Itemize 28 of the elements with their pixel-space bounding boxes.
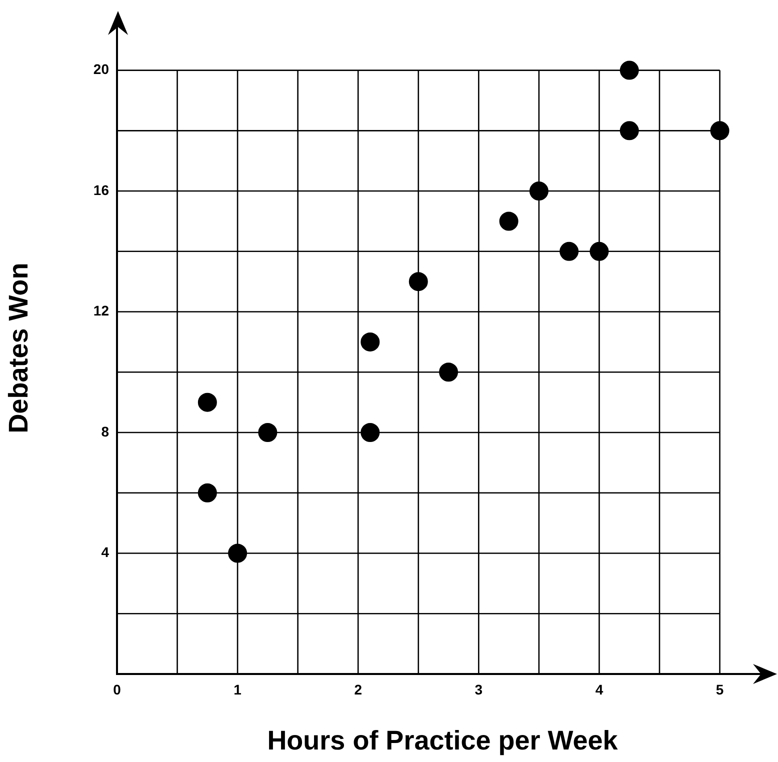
y-tick-label: 8 [101, 423, 110, 440]
point [499, 212, 518, 231]
point [529, 182, 548, 201]
x-tick-label: 1 [234, 681, 242, 698]
point [620, 121, 639, 140]
y-tick-label: 16 [93, 182, 110, 198]
y-tick-label: 12 [93, 302, 110, 319]
point [360, 332, 380, 352]
y-tick-label: 4 [101, 544, 110, 560]
point [560, 242, 579, 261]
x-tick-label: 4 [595, 681, 604, 698]
point [198, 483, 217, 502]
y-tick-label: 20 [93, 61, 110, 78]
point [590, 242, 609, 261]
y-axis-title: Debates Won [4, 262, 34, 434]
point [258, 423, 278, 442]
point [439, 362, 458, 382]
point [360, 423, 380, 442]
x-tick-label: 5 [716, 681, 724, 698]
point [228, 544, 248, 563]
point [710, 121, 730, 140]
point [198, 392, 217, 412]
point [408, 272, 428, 292]
point [620, 60, 639, 80]
x-axis-title: Hours of Practice per Week [267, 725, 619, 756]
x-tick-label: 0 [113, 681, 122, 698]
x-tick-label: 2 [354, 681, 362, 698]
x-tick-label: 3 [474, 681, 483, 698]
